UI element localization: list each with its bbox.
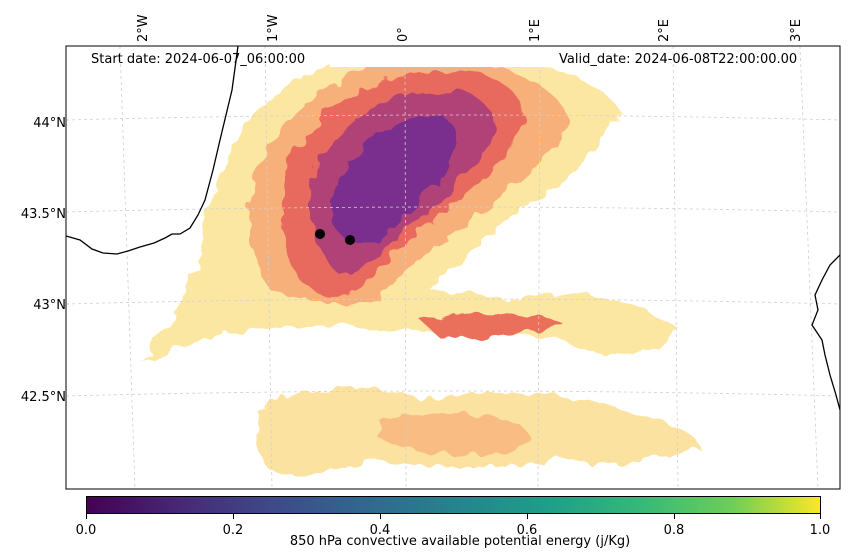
lat-label-43: 43°N	[33, 298, 66, 313]
lon-label-1e: 1°E	[528, 19, 543, 42]
colorbar-tick-mark	[674, 514, 675, 519]
lon-label-3e: 3°E	[789, 19, 804, 42]
colorbar-gradient	[86, 496, 821, 514]
start-date: Start date: 2024-06-07_06:00:00	[91, 52, 306, 67]
colorbar-tick-mark	[820, 514, 821, 519]
marker-point-2	[345, 235, 355, 245]
colorbar-label: 850 hPa convective available potential e…	[289, 534, 631, 549]
colorbar-tick-0: 0.0	[75, 523, 97, 538]
colorbar-tick-mark	[527, 514, 528, 519]
lon-label-2e: 2°E	[657, 19, 672, 42]
cape-contour-high-strip	[420, 313, 560, 339]
cape-contour-peak	[330, 115, 457, 245]
colorbar-tick-mark	[233, 514, 234, 519]
map-frame	[65, 45, 841, 490]
colorbar-tick-1: 0.2	[222, 523, 244, 538]
cape-field	[140, 50, 700, 475]
lat-label-43-5: 43.5°N	[20, 207, 66, 222]
lon-label-0: 0°	[396, 27, 411, 42]
colorbar-tick-mark	[380, 514, 381, 519]
lat-label-42-5: 42.5°N	[20, 390, 66, 405]
lon-label-1w: 1°W	[266, 14, 281, 42]
gridlines	[66, 46, 840, 489]
colorbar-tick-mark	[86, 514, 87, 519]
cape-contour-mid-south	[380, 413, 528, 455]
valid-date: Valid_date: 2024-06-08T22:00:00.00	[559, 52, 798, 67]
lat-label-44: 44°N	[33, 116, 66, 131]
colorbar-tick-3: 0.6	[516, 523, 538, 538]
lon-label-2w: 2°W	[136, 14, 151, 42]
colorbar-tick-2: 0.4	[369, 523, 391, 538]
coastline	[66, 46, 840, 411]
colorbar-frame	[86, 496, 821, 514]
colorbar-tick-4: 0.8	[663, 523, 685, 538]
title-band	[330, 46, 560, 67]
marker-point-1	[315, 229, 325, 239]
colorbar-tick-5: 1.0	[809, 523, 831, 538]
